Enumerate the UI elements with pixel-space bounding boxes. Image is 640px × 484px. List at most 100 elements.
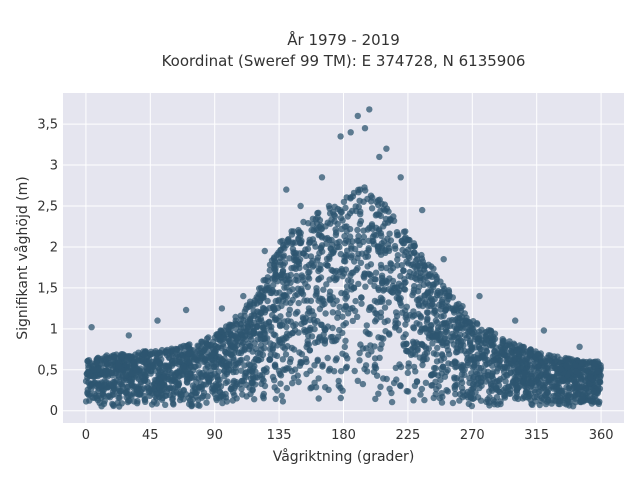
data-point [303,358,310,366]
data-point [336,303,343,311]
data-point [220,343,227,350]
data-point [483,347,490,355]
data-point [315,375,322,382]
y-tick-label: 0,5 [37,363,58,378]
data-point [354,377,361,384]
data-point [362,328,370,335]
data-point [382,207,389,214]
data-point [290,322,297,329]
data-point [448,316,456,324]
data-point [204,349,211,356]
data-point [321,337,329,344]
data-point [343,194,350,201]
data-point [116,387,123,395]
data-point [296,256,304,263]
data-point [397,294,404,302]
data-point [127,379,135,386]
data-point [552,365,559,372]
data-point [379,279,386,286]
x-tick-label: 270 [460,428,485,443]
data-point [432,317,440,324]
x-axis-ticks: 0 45 90 135 180 225 270 315 360 [82,428,614,443]
data-point [308,333,316,340]
data-point [324,354,331,362]
data-point [308,260,315,267]
data-point [262,276,269,284]
data-point [472,389,479,396]
data-point [260,293,267,301]
data-point [313,290,320,297]
data-point [354,265,361,272]
data-point [339,313,346,320]
data-point [477,379,484,386]
data-point [358,300,365,307]
data-point [273,316,280,323]
data-point [439,352,446,359]
data-point [405,363,412,371]
data-point [472,344,479,351]
data-point [309,221,316,228]
data-point [289,296,296,304]
data-point [402,321,409,328]
data-point [237,312,244,319]
data-point [326,255,333,262]
data-point [475,355,483,362]
data-point [226,361,233,369]
data-point [578,397,585,404]
data-point [100,392,108,399]
data-point [452,390,459,398]
data-point [342,320,350,327]
data-point-outlier [218,305,226,312]
x-tick-label: 45 [142,428,159,443]
data-point [153,400,160,407]
data-point [554,380,561,387]
data-point [410,270,418,277]
data-point [549,383,557,390]
data-point [466,327,474,335]
data-point [119,351,127,358]
data-point [224,378,231,385]
data-point [95,381,103,388]
data-point [299,314,307,321]
data-point [438,399,446,406]
data-point [363,322,370,329]
data-point [140,357,147,364]
data-point [594,384,602,391]
data-point [142,398,149,405]
data-point [369,225,376,232]
data-point [331,269,339,276]
data-point [410,363,418,371]
data-point [304,273,312,281]
data-point [343,228,350,235]
data-point [185,350,193,357]
data-point [155,390,162,398]
x-tick-label: 360 [589,428,614,443]
data-point [466,337,474,345]
data-point [250,311,257,318]
data-point [378,232,385,239]
data-point [351,307,359,315]
data-point [337,368,345,375]
data-point [425,345,432,352]
data-point [413,320,420,327]
data-point [306,308,313,315]
data-point [342,303,350,311]
data-point [93,359,100,366]
data-point [233,334,240,342]
data-point [433,351,440,358]
data-point [260,330,268,337]
data-point [272,297,279,305]
data-point [278,302,285,310]
data-point [454,307,461,314]
data-point [434,344,441,352]
data-point [243,355,251,362]
data-point [450,341,457,348]
data-point [203,354,211,361]
data-point [441,334,449,341]
data-point [431,307,438,315]
data-point [156,384,163,391]
data-point [544,368,551,376]
data-point [386,331,393,338]
data-point-outlier [366,106,373,113]
data-point [274,342,281,349]
